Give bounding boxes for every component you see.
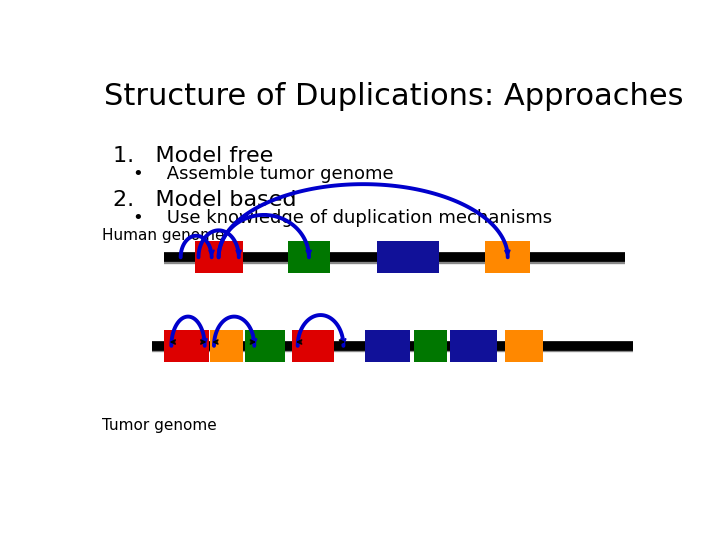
Bar — [485, 241, 530, 273]
Text: Human genome: Human genome — [102, 228, 224, 243]
Bar — [292, 330, 334, 362]
Text: 2.   Model based: 2. Model based — [113, 190, 297, 210]
Bar — [505, 330, 544, 362]
Text: •    Use knowledge of duplication mechanisms: • Use knowledge of duplication mechanism… — [132, 209, 552, 227]
Bar — [210, 330, 243, 362]
Text: Tumor genome: Tumor genome — [102, 417, 217, 433]
Bar — [377, 241, 438, 273]
Text: 1.   Model free: 1. Model free — [113, 146, 274, 166]
Bar — [287, 241, 330, 273]
Bar — [451, 330, 497, 362]
Bar — [245, 330, 285, 362]
Text: •    Assemble tumor genome: • Assemble tumor genome — [132, 165, 393, 183]
Bar — [365, 330, 410, 362]
Text: Structure of Duplications: Approaches: Structure of Duplications: Approaches — [104, 82, 683, 111]
Bar — [414, 330, 446, 362]
Bar — [194, 241, 243, 273]
Bar — [163, 330, 209, 362]
